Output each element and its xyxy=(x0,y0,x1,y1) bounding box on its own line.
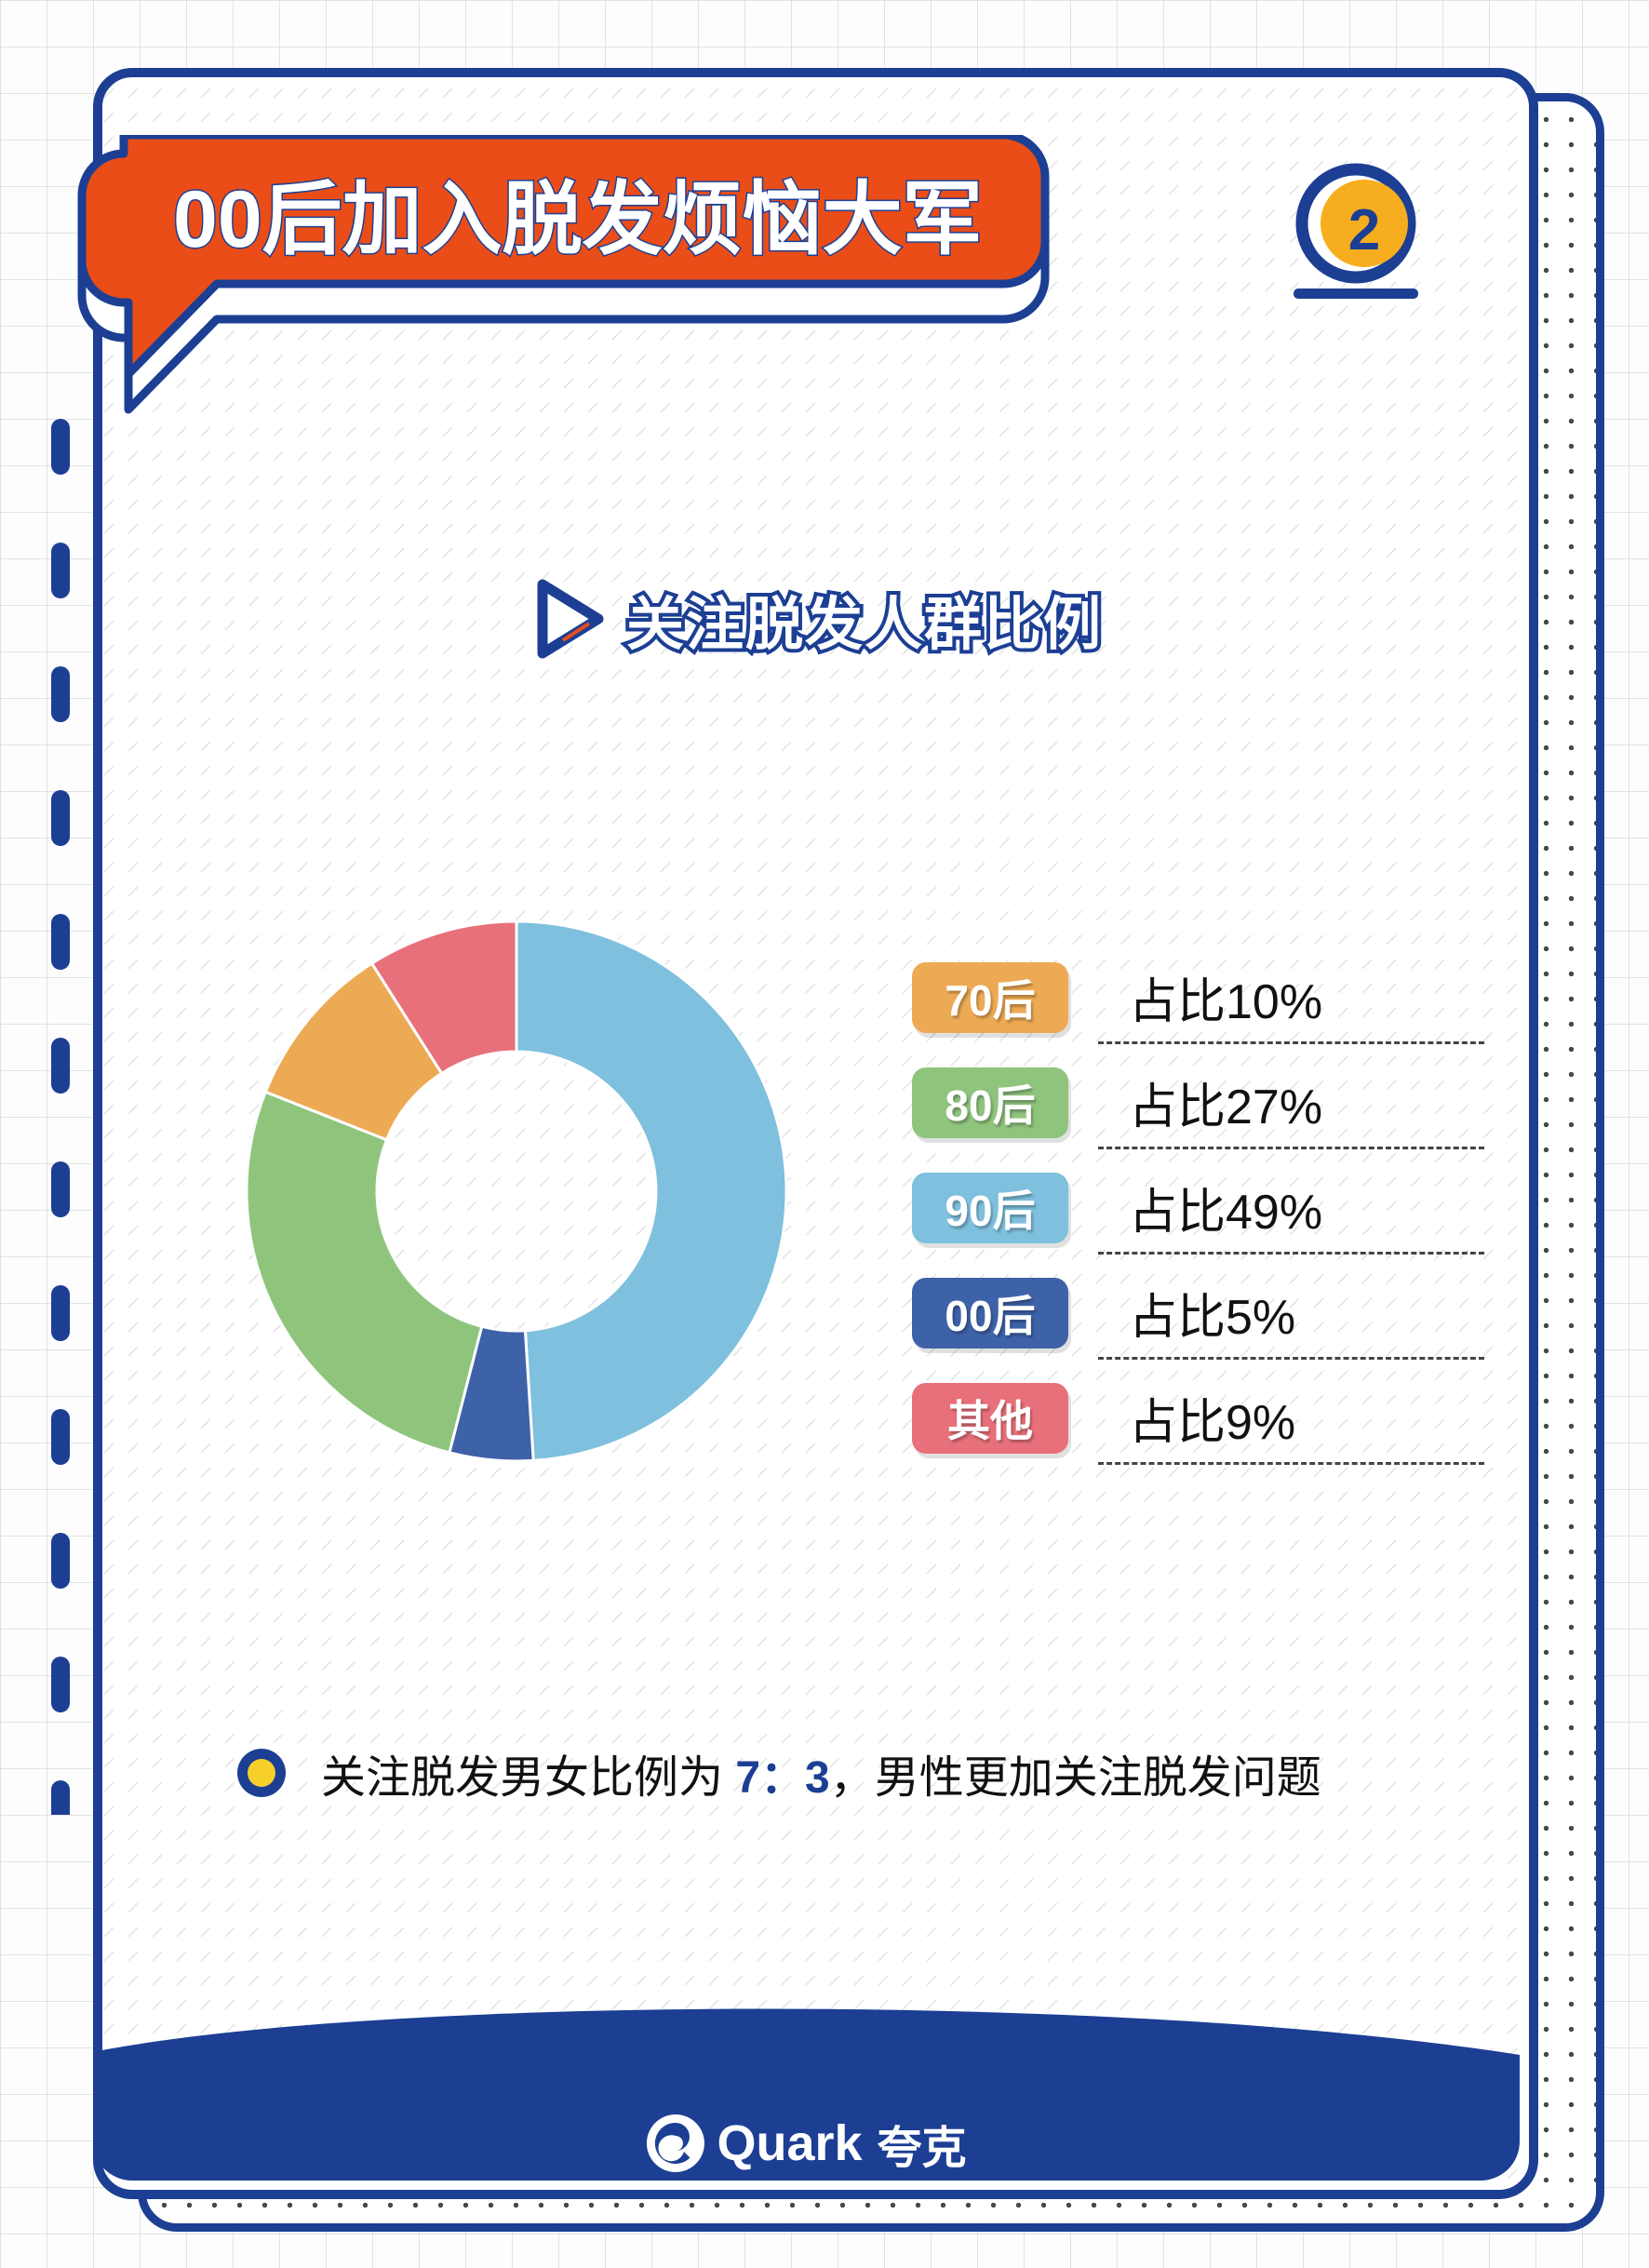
svg-text:2: 2 xyxy=(1348,198,1380,262)
svg-text:00后加入脱发烦恼大军: 00后加入脱发烦恼大军 xyxy=(173,175,983,264)
